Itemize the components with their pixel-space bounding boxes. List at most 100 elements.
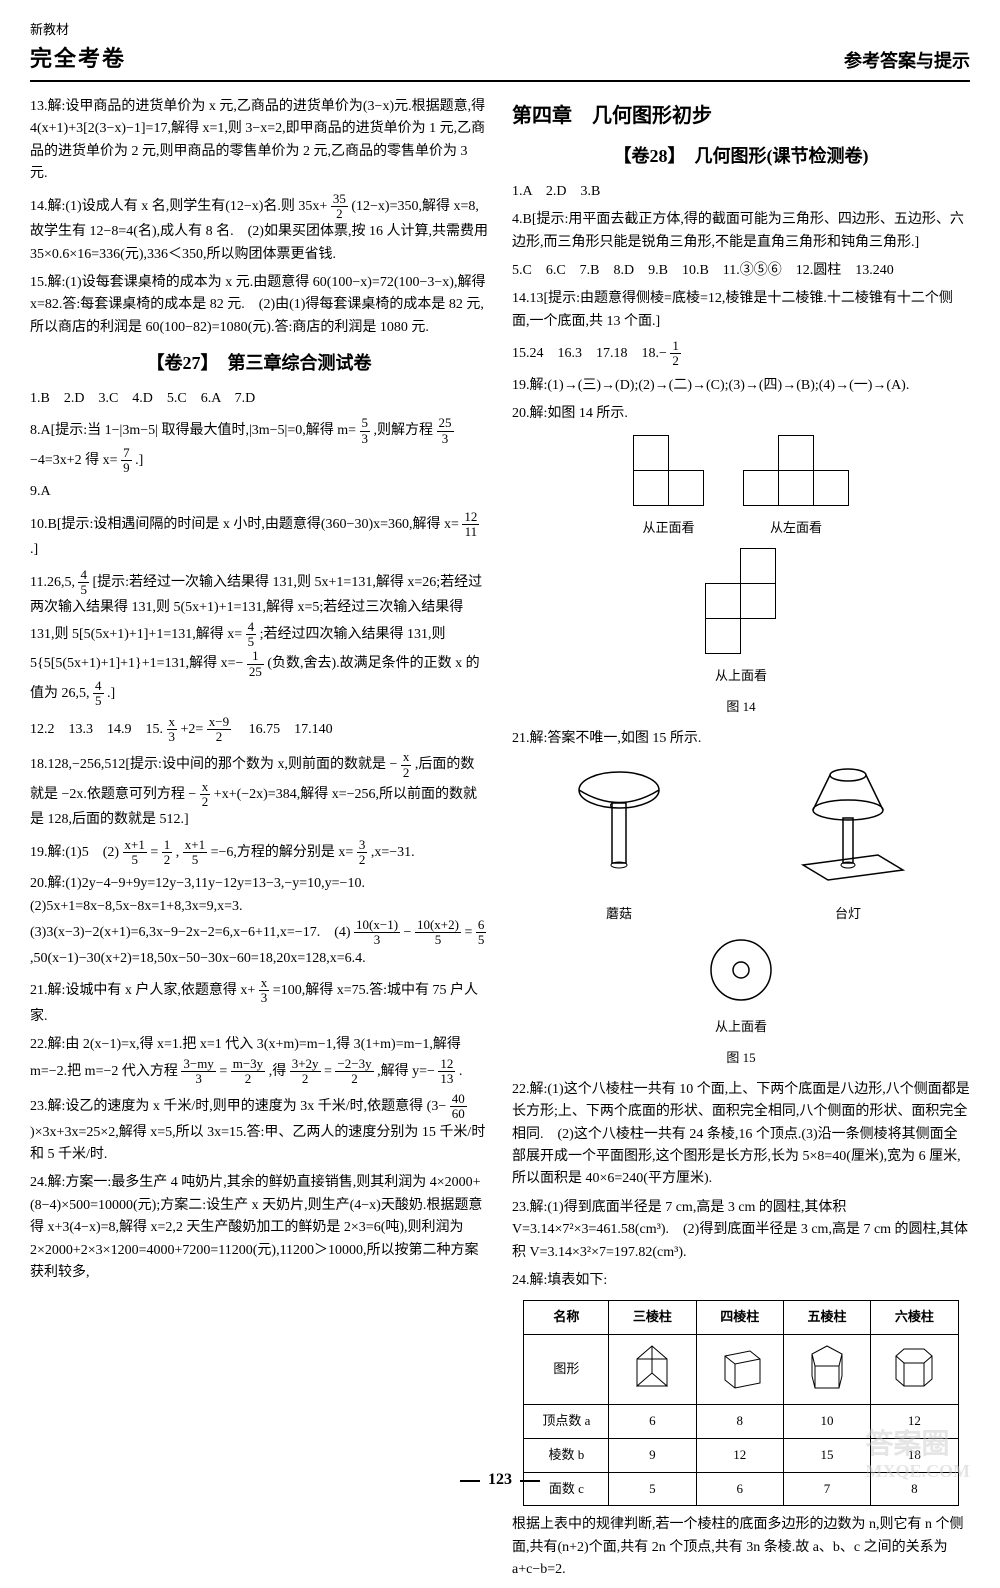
frac-7-9: 79 — [121, 446, 132, 476]
q20-a: 20.解:(1)2y−4−9+9y=12y−3,11y−12y=13−3,−y=… — [30, 876, 379, 940]
mushroom-diagram: 蘑菇 — [564, 760, 674, 925]
top-view-2-label: 从上面看 — [691, 1017, 791, 1038]
r-q22: 22.解:(1)这个八棱柱一共有 10 个面,上、下两个底面是八边形,八个侧面都… — [512, 1079, 970, 1191]
q12-a: 12.2 13.3 14.9 15. — [30, 722, 163, 737]
q22-c: ,得 — [269, 1064, 287, 1079]
left-view: 从左面看 — [744, 436, 849, 539]
frac-1-2: 12 — [162, 838, 173, 868]
top-view: 从上面看 — [706, 549, 776, 687]
frac-35-2: 352 — [331, 192, 348, 222]
table-header-row: 名称 三棱柱 四棱柱 五棱柱 六棱柱 — [524, 1301, 958, 1335]
th-4prism: 四棱柱 — [696, 1301, 783, 1335]
r-q19: 19.解:(1)→(三)→(D);(2)→(二)→(C);(3)→(四)→(B)… — [512, 375, 970, 397]
th-name: 名称 — [524, 1301, 609, 1335]
front-view-label: 从正面看 — [634, 518, 704, 539]
q22-e: ,解得 y=− — [377, 1064, 435, 1079]
q11-a: 11.26,5, — [30, 575, 75, 590]
frac-4-5b: 45 — [246, 620, 257, 650]
top-view-grid — [706, 549, 776, 654]
watermark-line2: MXQE.COM — [866, 1461, 970, 1483]
q12-b: +2= — [181, 722, 204, 737]
q23-a: 23.解:设乙的速度为 x 千米/时,则甲的速度为 3x 千米/时,依题意得 (… — [30, 1099, 446, 1114]
frac-32y-2: 3+2y2 — [290, 1057, 321, 1087]
left-view-grid — [744, 436, 849, 506]
q8-c: −4=3x+2 得 x= — [30, 453, 118, 468]
q12-c: 16.75 17.140 — [235, 722, 333, 737]
r-q23: 23.解:(1)得到底面半径是 7 cm,高是 3 cm 的圆柱,其体积 V=3… — [512, 1197, 970, 1264]
q20-c: = — [464, 925, 472, 940]
fig14-caption: 图 14 — [512, 697, 970, 718]
q10: 10.B[提示:设相遇间隔的时间是 x 小时,由题意得(360−30)x=360… — [30, 510, 488, 562]
frac-x-3b: x3 — [259, 976, 270, 1006]
top-view-2: 从上面看 — [691, 935, 791, 1038]
q11-e: .] — [107, 686, 115, 701]
mushroom-label: 蘑菇 — [564, 904, 674, 925]
q10-a: 10.B[提示:设相遇间隔的时间是 x 小时,由题意得(360−30)x=360… — [30, 517, 459, 532]
q13: 13.解:设甲商品的进货单价为 x 元,乙商品的进货单价为(3−x)元.根据题意… — [30, 96, 488, 186]
q8: 8.A[提示:当 1−|3m−5| 取得最大值时,|3m−5|=0,解得 m= … — [30, 416, 488, 475]
page-number: 123 — [452, 1467, 548, 1493]
r-q24: 24.解:填表如下: — [512, 1270, 970, 1292]
q20-b: − — [404, 925, 412, 940]
chapter-4-title: 第四章 几何图形初步 — [512, 100, 970, 132]
frac-1-2b: 12 — [670, 339, 681, 369]
front-view: 从正面看 — [634, 436, 704, 539]
q19-c: , — [176, 845, 180, 860]
q8-b: ,则解方程 — [374, 423, 434, 438]
q14-text-a: 14.解:(1)设成人有 x 名,则学生有(12−x)名.则 35x+ — [30, 199, 327, 214]
q23: 23.解:设乙的速度为 x 千米/时,则甲的速度为 3x 千米/时,依题意得 (… — [30, 1092, 488, 1166]
q22-b: = — [219, 1064, 227, 1079]
q9: 9.A — [30, 481, 488, 503]
td-vertex-3: 6 — [609, 1404, 696, 1438]
q20-d: ,50(x−1)−30(x+2)=18,50x−50−30x−60=18,20x… — [30, 951, 366, 966]
q22: 22.解:由 2(x−1)=x,得 x=1.把 x=1 代入 3(x+m)=m−… — [30, 1034, 488, 1086]
r-a15-18: 15.24 16.3 17.18 18.− — [512, 346, 667, 361]
frac-10x1-3: 10(x−1)3 — [354, 918, 400, 948]
q22-f: . — [459, 1064, 463, 1079]
r-ans-15-18: 15.24 16.3 17.18 18.− 12 — [512, 339, 970, 369]
frac-3my-3: 3−my3 — [181, 1057, 215, 1087]
frac-25-3: 253 — [437, 416, 454, 446]
fig15-caption: 图 15 — [512, 1048, 970, 1069]
r-q14: 14.13[提示:由题意得侧棱=底棱=12,棱锥是十二棱锥.十二棱锥有十二个侧面… — [512, 288, 970, 333]
r-q21: 21.解:答案不唯一,如图 15 所示. — [512, 728, 970, 750]
frac-x1-5b: x+15 — [183, 838, 207, 868]
right-column: 第四章 几何图形初步 【卷28】 几何图形(课节检测卷) 1.A 2.D 3.B… — [512, 96, 970, 1588]
frac-40-60: 4060 — [450, 1092, 467, 1122]
td-6prism-shape — [871, 1335, 958, 1405]
td-face-4: 6 — [696, 1472, 783, 1506]
th-5prism: 五棱柱 — [783, 1301, 870, 1335]
q24: 24.解:方案一:最多生产 4 吨奶片,其余的鲜奶直接销售,则其利润为 4×20… — [30, 1172, 488, 1284]
td-3prism-shape — [609, 1335, 696, 1405]
q20: 20.解:(1)2y−4−9+9y=12y−3,11y−12y=13−3,−y=… — [30, 873, 488, 970]
td-vertex-4: 8 — [696, 1404, 783, 1438]
td-edge-5: 15 — [783, 1438, 870, 1472]
td-5prism-shape — [783, 1335, 870, 1405]
q8-a: 8.A[提示:当 1−|3m−5| 取得最大值时,|3m−5|=0,解得 m= — [30, 423, 356, 438]
q18: 18.128,−256,512[提示:设中间的那个数为 x,则前面的数就是 − … — [30, 750, 488, 832]
q18-a: 18.128,−256,512[提示:设中间的那个数为 x,则前面的数就是 − — [30, 757, 397, 772]
td-face-3: 5 — [609, 1472, 696, 1506]
q10-b: .] — [30, 542, 38, 557]
th-3prism: 三棱柱 — [609, 1301, 696, 1335]
td-edge-3: 9 — [609, 1438, 696, 1472]
r-ans-1-3: 1.A 2.D 3.B — [512, 181, 970, 203]
frac-x9-2: x−92 — [207, 715, 231, 745]
header-left: 新教材 完全考卷 — [30, 20, 126, 76]
fig15-topview: 从上面看 — [512, 935, 970, 1038]
r-q24-after: 根据上表中的规律判断,若一个棱柱的底面多边形的边数为 n,则它有 n 个侧面,共… — [512, 1514, 970, 1581]
answers-1-7: 1.B 2.D 3.C 4.D 5.C 6.A 7.D — [30, 388, 488, 410]
frac-m3y-2: m−3y2 — [231, 1057, 265, 1087]
hexagonal-prism-icon — [889, 1341, 939, 1391]
r-ans-5-13: 5.C 6.C 7.B 8.D 9.B 10.B 11.③⑤⑥ 12.圆柱 13… — [512, 260, 970, 282]
fig14-views-row2: 从上面看 — [512, 549, 970, 687]
q19-b: = — [150, 845, 158, 860]
concentric-circles-icon — [691, 935, 791, 1005]
q19-e: ,x=−31. — [371, 845, 415, 860]
q19-d: =−6,方程的解分别是 x= — [211, 845, 354, 860]
q15: 15.解:(1)设每套课桌椅的成本为 x 元.由题意得 60(100−x)=72… — [30, 272, 488, 339]
frac-3-2: 32 — [357, 838, 368, 868]
left-view-label: 从左面看 — [744, 518, 849, 539]
fig15-row: 蘑菇 台灯 — [512, 760, 970, 925]
frac-4-5a: 45 — [78, 568, 89, 598]
